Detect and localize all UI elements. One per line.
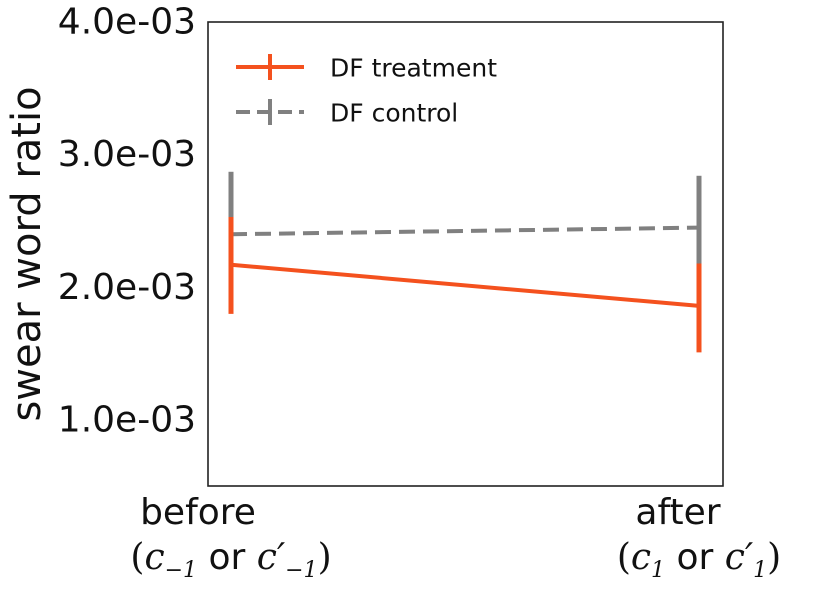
xtick-label-after: after (635, 492, 720, 533)
legend-label-treatment: DF treatment (330, 54, 497, 83)
xtick-sublabel-after: (c1 or c′1) (617, 537, 781, 583)
y-axis-title: swear word ratio (4, 86, 50, 421)
xtick-after: after (c1 or c′1) (617, 492, 781, 583)
series-df-treatment (228, 217, 702, 353)
ytick-label-4: 4.0e-03 (58, 2, 196, 43)
control-errorbar-overlay (228, 171, 702, 264)
treatment-series-line (230, 262, 700, 308)
ytick-label-3: 3.0e-03 (58, 134, 196, 175)
control-series-line (230, 225, 700, 237)
ytick-label-2: 2.0e-03 (58, 267, 196, 308)
legend: DF treatment DF control (236, 54, 497, 128)
legend-label-control: DF control (330, 99, 458, 128)
xtick-before: before (c−1 or c′−1) (130, 492, 331, 583)
series-df-control (228, 171, 702, 300)
y-axis-ticks: 1.0e-03 2.0e-03 3.0e-03 4.0e-03 (58, 2, 196, 441)
xtick-sublabel-before: (c−1 or c′−1) (130, 537, 331, 583)
xtick-label-before: before (140, 492, 256, 533)
ytick-label-1: 1.0e-03 (58, 400, 196, 441)
plot-area (207, 21, 724, 487)
